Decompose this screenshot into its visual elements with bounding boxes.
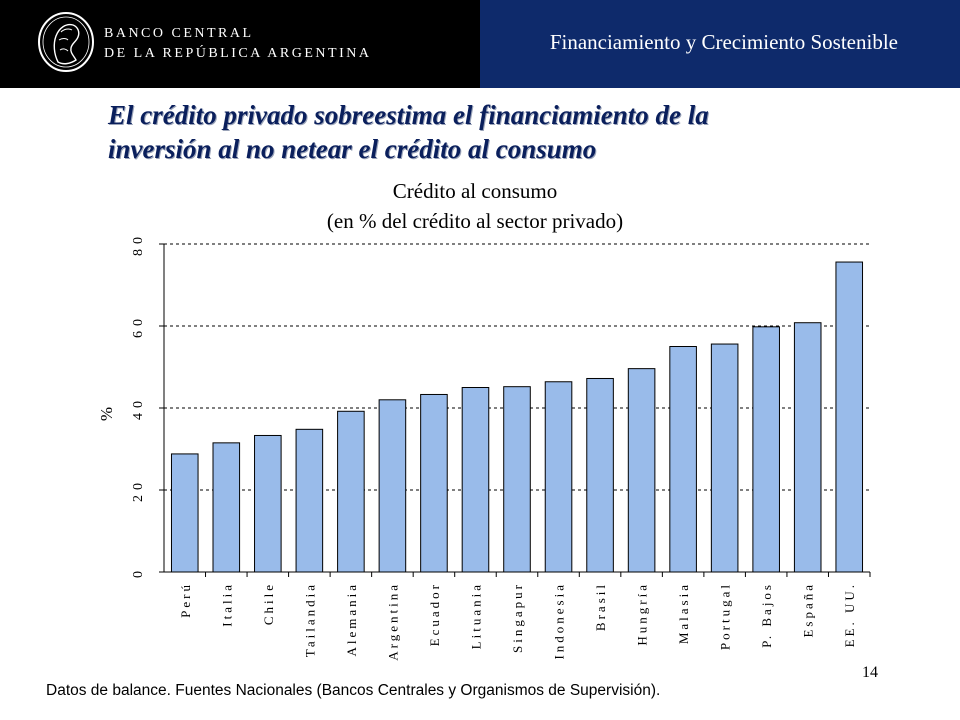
bar-11 [627,368,656,573]
x-category-label: P. Bajos [759,582,774,648]
y-axis-label: % [97,407,116,421]
x-category-label: Perú [178,582,193,618]
bank-name-line1: BANCO CENTRAL [104,26,254,41]
y-tick-label: 20 [131,478,146,502]
bar-12 [669,346,697,573]
bar-14 [752,326,780,573]
chart-subtitle: (en % del crédito al sector privado) [326,209,624,233]
x-category-label: Argentina [385,582,400,661]
bar-8 [503,386,531,573]
bar-6 [420,393,448,573]
slide-title: El crédito privado sobreestima el financ… [108,98,928,166]
x-category-label: España [801,582,816,638]
chart-title-block: Crédito al consumo (en % del crédito al … [200,176,750,236]
bar-4 [337,410,365,573]
bar-9 [544,381,573,573]
bar-15 [793,322,822,573]
x-category-label: Malasia [676,582,691,644]
x-category-label: Chile [261,582,276,625]
slide-title-line2: inversión al no netear el crédito al con… [108,134,597,164]
x-category-label: Italia [219,582,234,627]
x-category-label: Brasil [593,582,608,631]
x-category-label: Lituania [468,582,483,649]
x-category-label: Indonesia [552,582,567,660]
bar-2 [254,434,282,573]
y-tick-label: 0 [131,566,146,578]
header-logo-panel: BANCO CENTRAL DE LA REPÚBLICA ARGENTINA [0,0,480,88]
x-category-label: Portugal [718,582,733,650]
x-category-label: Tailandia [302,582,317,657]
bank-name: BANCO CENTRAL DE LA REPÚBLICA ARGENTINA [104,24,371,64]
slide-title-line1: El crédito privado sobreestima el financ… [108,100,709,130]
source-footnote: Datos de balance. Fuentes Nacionales (Ba… [46,682,661,699]
bar-16 [835,261,864,573]
y-tick-label: 40 [131,396,146,420]
bar-3 [295,428,324,573]
bar-0 [170,453,199,573]
bar-13 [710,343,739,573]
section-title: Financiamiento y Crecimiento Sostenible [549,30,898,54]
y-tick-label: 80 [131,232,146,256]
page-number: 14 [862,664,878,681]
x-category-label: Ecuador [427,582,442,646]
header-section-panel: Financiamiento y Crecimiento Sostenible [480,0,960,88]
y-tick-label: 60 [131,314,146,338]
banco-central-seal-logo [38,12,94,72]
bar-chart: 0 20 40 60 80% Perú Italia Chile Tailandia Aleman… [97,232,871,661]
bar-10 [586,377,614,573]
slide-header: BANCO CENTRAL DE LA REPÚBLICA ARGENTINA … [0,0,960,88]
bank-name-line2: DE LA REPÚBLICA ARGENTINA [104,46,372,61]
x-category-label: Alemania [344,582,359,657]
x-category-label: EE. UU. [842,582,857,647]
bar-1 [212,442,241,573]
x-category-label: Singapur [510,582,525,653]
bar-7 [461,387,490,573]
chart-title: Crédito al consumo [392,179,558,203]
x-category-label: Hungría [635,582,650,646]
bar-5 [378,399,407,573]
